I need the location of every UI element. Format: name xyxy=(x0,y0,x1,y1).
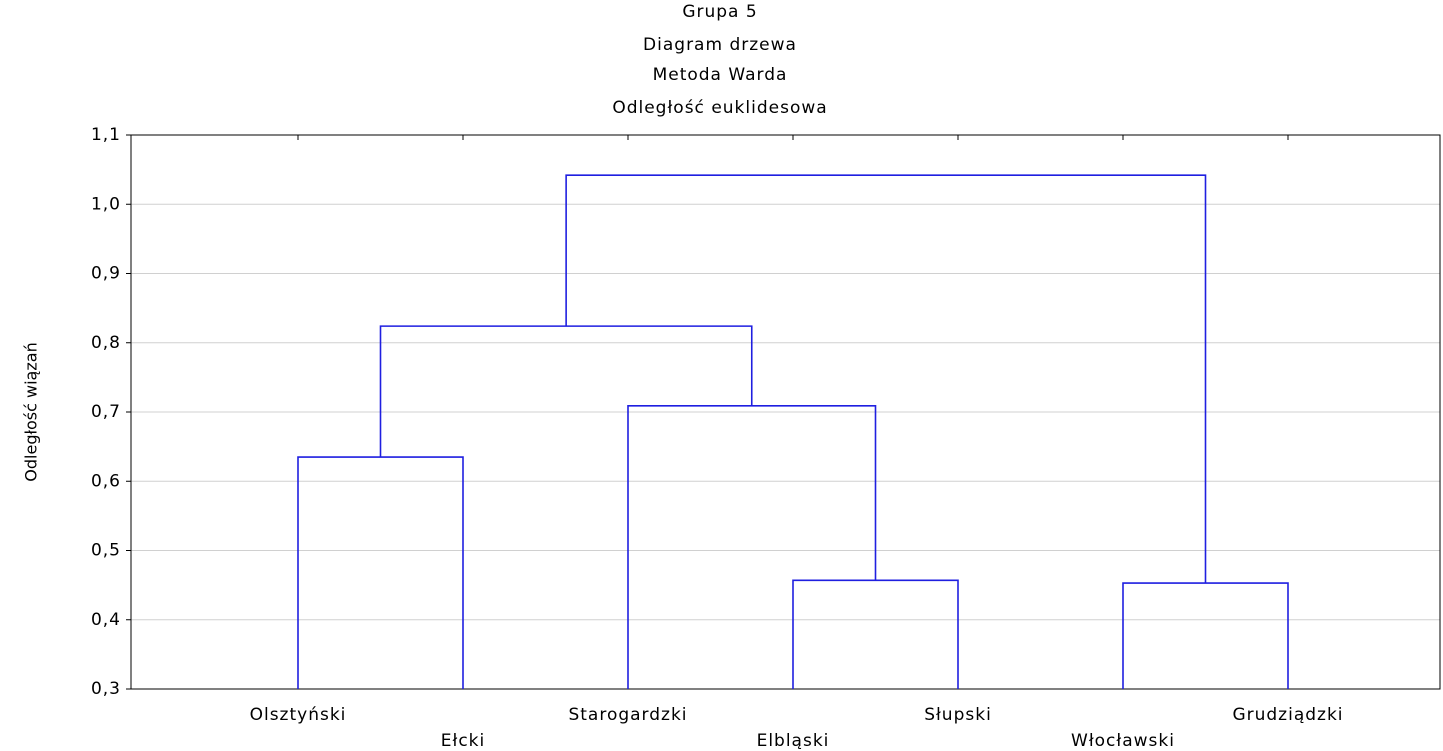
link xyxy=(379,325,753,458)
y-tick-label: 0,7 xyxy=(91,402,121,422)
y-axis-label: Odległość wiązań xyxy=(22,342,41,481)
chart-title: Odległość euklidesowa xyxy=(612,98,827,118)
chart-title: Diagram drzewa xyxy=(643,35,797,55)
y-tick-label: 0,4 xyxy=(91,610,121,630)
y-tick-label: 1,1 xyxy=(91,125,121,145)
link xyxy=(297,456,464,689)
y-tick-label: 0,9 xyxy=(91,264,121,284)
leaf-label: Ełcki xyxy=(441,731,486,751)
leaf-label: Elbląski xyxy=(757,731,830,751)
chart-title: Metoda Warda xyxy=(653,65,788,85)
link xyxy=(792,579,959,689)
y-tick-label: 0,5 xyxy=(91,541,121,561)
leaf-label: Starogardzki xyxy=(568,705,687,725)
leaf-label: Grudziądzki xyxy=(1232,705,1343,725)
link xyxy=(565,174,1207,584)
y-tick-label: 0,3 xyxy=(91,679,121,699)
y-tick-label: 0,6 xyxy=(91,471,121,491)
plot-frame xyxy=(130,134,1441,690)
y-tick-label: 0,8 xyxy=(91,333,121,353)
leaf-label: Olsztyński xyxy=(250,705,347,725)
link xyxy=(627,404,877,689)
chart-title: Grupa 5 xyxy=(682,2,757,22)
leaf-label: Słupski xyxy=(924,705,992,725)
link xyxy=(1122,582,1289,689)
y-tick-label: 1,0 xyxy=(91,194,121,214)
leaf-label: Włocławski xyxy=(1071,731,1175,751)
